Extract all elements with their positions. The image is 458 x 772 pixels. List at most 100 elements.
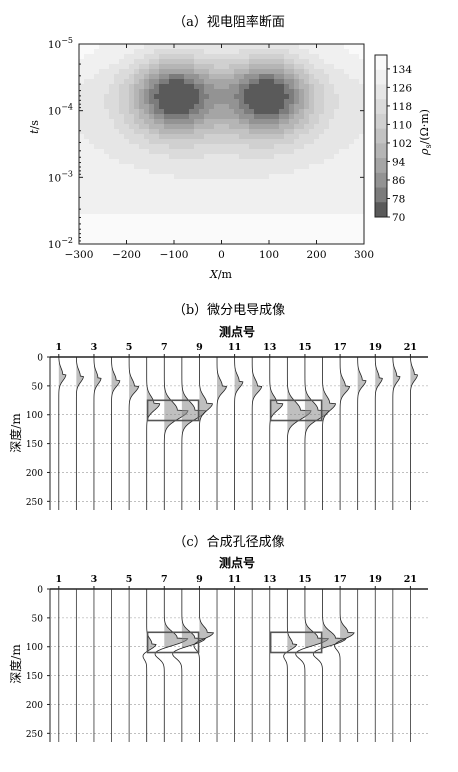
heatmap-cell [349,119,355,125]
heatmap-cell [179,79,185,85]
station-label: 5 [126,574,133,585]
heatmap-cell [314,49,320,55]
heatmap-cell [309,214,315,220]
heatmap-cell [259,209,265,215]
heatmap-cell [109,119,115,125]
heatmap-cell [189,54,195,60]
heatmap-cell [349,154,355,160]
heatmap-cell [104,134,110,140]
heatmap-cell [339,134,345,140]
heatmap-cell [89,234,95,240]
heatmap-cell [264,119,270,125]
heatmap-cell [344,94,350,100]
heatmap-cell [319,164,325,170]
heatmap-cell [194,104,200,110]
heatmap-cell [229,94,235,100]
heatmap-cell [169,209,175,215]
heatmap-cell [309,189,315,195]
heatmap-cell [359,194,365,200]
heatmap-cell [329,224,335,230]
heatmap-cell [294,69,300,75]
heatmap-cell [139,44,145,50]
heatmap-cell [124,164,130,170]
heatmap-cell [159,214,165,220]
heatmap-cell [104,64,110,70]
heatmap-cell [194,204,200,210]
heatmap-cell [139,54,145,60]
heatmap-cell [154,79,160,85]
heatmap-cell [174,209,180,215]
station-label: 13 [263,342,276,353]
heatmap-cell [334,99,340,105]
heatmap-cell [164,184,170,190]
heatmap-cell [169,214,175,220]
heatmap-cell [339,239,345,245]
heatmap-cell [209,109,215,115]
heatmap-cell [264,164,270,170]
heatmap-cell [284,124,290,130]
heatmap-cell [99,169,105,175]
heatmap-cell [89,49,95,55]
heatmap-cell [124,124,130,130]
heatmap-cell [254,219,260,225]
heatmap-cell [309,169,315,175]
heatmap-cell [234,134,240,140]
heatmap-cell [359,114,365,120]
heatmap-cell [214,234,220,240]
heatmap-cell [119,94,125,100]
heatmap-cell [324,194,330,200]
heatmap-cell [224,69,230,75]
trace-fill [146,357,160,510]
heatmap-cell [174,189,180,195]
heatmap-cell [259,69,265,75]
heatmap-cell [279,199,285,205]
heatmap-cell [179,154,185,160]
panel-c-title: （c）合成孔径成像 [173,535,284,550]
trace [392,356,401,510]
heatmap-cell [144,104,150,110]
heatmap-cell [199,74,205,80]
heatmap-cell [354,84,360,90]
heatmap-cell [124,174,130,180]
station-label: 17 [333,342,346,353]
y-tick-exponent: −3 [61,169,73,178]
heatmap-cell [359,204,365,210]
heatmap-cell [309,114,315,120]
heatmap-cell [334,59,340,65]
trace [251,357,263,510]
heatmap-cell [139,179,145,185]
heatmap-cell [174,64,180,70]
heatmap-cell [294,194,300,200]
heatmap-cell [244,164,250,170]
heatmap-cell [144,74,150,80]
heatmap-cell [274,184,280,190]
heatmap-cell [264,84,270,90]
heatmap-cell [209,119,215,125]
heatmap-cell [174,149,180,155]
heatmap-cell [269,124,275,130]
heatmap-cell [104,149,110,155]
heatmap-cell [209,214,215,220]
heatmap-cell [354,224,360,230]
heatmap-cell [204,159,210,165]
heatmap-cell [274,234,280,240]
heatmap-cell [254,239,260,245]
heatmap-cell [284,74,290,80]
heatmap-cell [224,159,230,165]
colorbar-frame [374,54,388,218]
heatmap-cell [339,149,345,155]
heatmap-cell [174,109,180,115]
heatmap-cell [184,59,190,65]
heatmap-cell [144,229,150,235]
heatmap-cell [224,174,230,180]
heatmap-cell [339,234,345,240]
heatmap-cell [129,94,135,100]
heatmap-cell [194,89,200,95]
heatmap-cell [354,169,360,175]
heatmap-cell [339,79,345,85]
heatmap-cell [314,84,320,90]
heatmap-cell [84,234,90,240]
y-tick-base: 10 [48,39,61,51]
heatmap-cell [229,204,235,210]
heatmap-cell [134,164,140,170]
